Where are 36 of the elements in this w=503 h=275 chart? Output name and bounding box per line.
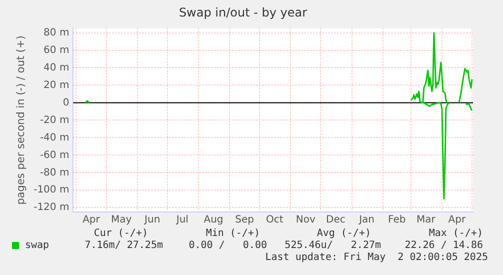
text: 0.00 / 0.00 bbox=[188, 240, 267, 251]
chart-title: Swap in/out - by year bbox=[178, 5, 308, 20]
y-tick-label: 60 m bbox=[44, 44, 70, 56]
text: Min (-/+) bbox=[206, 228, 260, 239]
x-tick-label: May bbox=[110, 214, 132, 226]
text: 22.26 / 14.86 bbox=[404, 240, 483, 251]
text: 7.16m/ 27.25m bbox=[84, 240, 163, 251]
x-tick-label: Dec bbox=[326, 214, 346, 226]
x-tick-label: Mar bbox=[416, 214, 436, 226]
text: Last update: Fri May 2 02:00:05 2025 bbox=[265, 252, 488, 263]
y-tick-label: -120 m bbox=[34, 202, 70, 214]
y-tick-label: 20 m bbox=[44, 80, 70, 91]
y-tick-label: 40 m bbox=[44, 62, 70, 74]
y-tick-label: 0 bbox=[62, 97, 70, 108]
y-tick-label: -100 m bbox=[34, 184, 70, 196]
text: Max (-/+) bbox=[428, 228, 483, 239]
y-tick-label: 80 m bbox=[44, 27, 70, 38]
y-axis-title: pages per second in (-) / out (+) bbox=[15, 36, 28, 205]
x-tick-label: Apr bbox=[82, 214, 101, 226]
text: 525.46u/ 2.27m bbox=[284, 240, 381, 251]
x-tick-label: Jan bbox=[358, 214, 374, 226]
y-tick-label: -20 m bbox=[40, 114, 70, 126]
legend-label: swap bbox=[24, 240, 50, 251]
y-tick-label: -40 m bbox=[40, 132, 70, 144]
y-tick-label: -60 m bbox=[40, 150, 70, 161]
text: Avg (-/+) bbox=[316, 228, 371, 239]
x-tick-label: Nov bbox=[296, 214, 316, 226]
text: Cur (-/+) bbox=[94, 228, 148, 239]
x-tick-label: Oct bbox=[266, 214, 284, 226]
x-tick-label: Apr bbox=[448, 214, 466, 226]
y-tick-label: -80 m bbox=[40, 167, 70, 178]
x-tick-label: Jun bbox=[144, 214, 160, 226]
x-tick-label: Aug bbox=[204, 214, 224, 226]
x-tick-label: Feb bbox=[388, 214, 406, 226]
x-tick-label: Jul bbox=[175, 214, 188, 226]
x-tick-label: Sep bbox=[235, 214, 254, 226]
